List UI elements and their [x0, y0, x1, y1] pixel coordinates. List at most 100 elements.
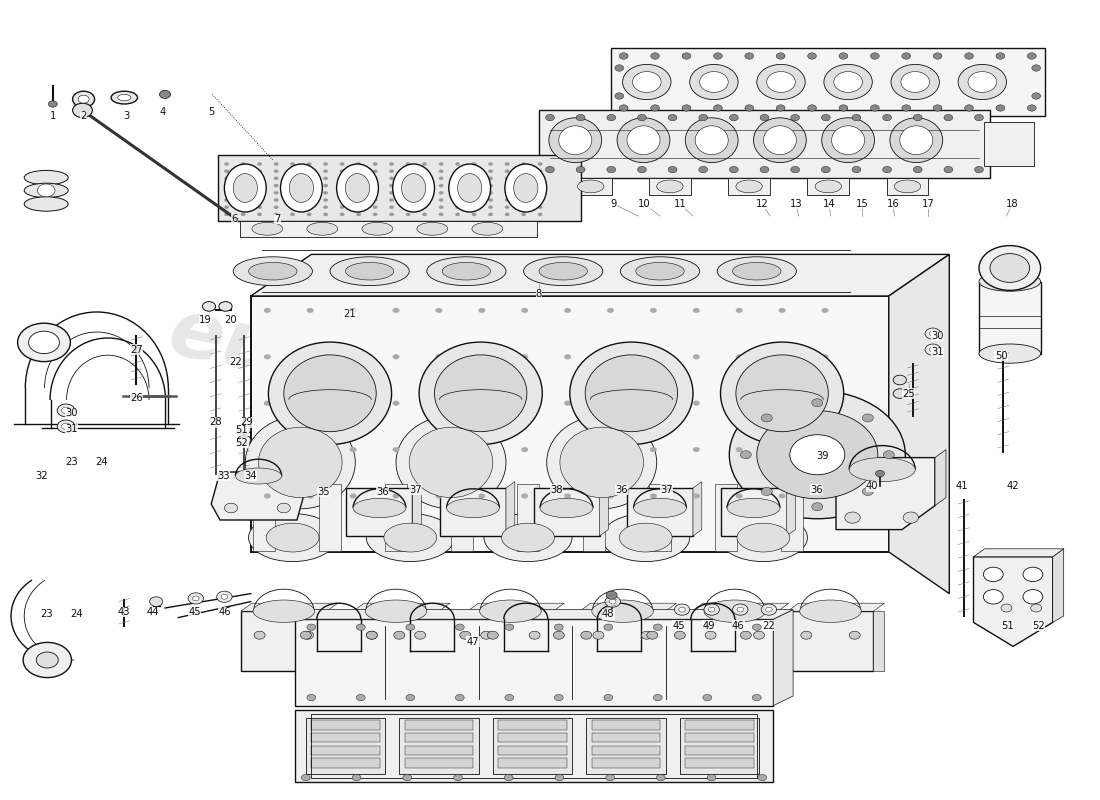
Ellipse shape — [815, 180, 842, 193]
Circle shape — [415, 631, 426, 639]
Text: 23: 23 — [65, 458, 78, 467]
Circle shape — [638, 114, 647, 121]
Circle shape — [521, 401, 528, 406]
Circle shape — [241, 170, 245, 173]
Bar — [807, 178, 849, 195]
Circle shape — [366, 631, 377, 639]
Circle shape — [893, 375, 906, 385]
Text: 6: 6 — [231, 214, 238, 224]
Circle shape — [653, 624, 662, 630]
Text: 28: 28 — [209, 418, 222, 427]
Bar — [534, 488, 600, 536]
Bar — [887, 178, 928, 195]
Ellipse shape — [266, 523, 319, 552]
Polygon shape — [935, 450, 946, 506]
Ellipse shape — [447, 498, 499, 518]
Text: 34: 34 — [244, 471, 257, 481]
Circle shape — [192, 596, 199, 601]
Circle shape — [455, 198, 460, 202]
Text: 52: 52 — [1032, 621, 1045, 630]
Circle shape — [607, 114, 616, 121]
Circle shape — [472, 191, 476, 194]
Polygon shape — [773, 610, 793, 706]
Circle shape — [740, 631, 751, 639]
Circle shape — [862, 414, 873, 422]
Circle shape — [682, 105, 691, 111]
Circle shape — [619, 53, 628, 59]
Circle shape — [455, 694, 464, 701]
Circle shape — [554, 694, 563, 701]
Circle shape — [455, 191, 460, 194]
Ellipse shape — [252, 222, 283, 235]
Circle shape — [350, 308, 356, 313]
Circle shape — [488, 184, 493, 187]
Ellipse shape — [362, 222, 393, 235]
Circle shape — [944, 114, 953, 121]
Bar — [439, 611, 450, 671]
Ellipse shape — [253, 600, 315, 622]
Text: 44: 44 — [146, 607, 160, 617]
Text: 18: 18 — [1005, 199, 1019, 209]
Ellipse shape — [417, 222, 448, 235]
Ellipse shape — [894, 180, 921, 193]
Circle shape — [241, 191, 245, 194]
Text: 9: 9 — [610, 199, 617, 209]
Text: 24: 24 — [95, 458, 108, 467]
Circle shape — [340, 177, 344, 180]
Circle shape — [736, 401, 743, 406]
Text: 40: 40 — [866, 482, 879, 491]
Circle shape — [350, 447, 356, 452]
Circle shape — [607, 308, 614, 313]
Circle shape — [791, 114, 800, 121]
Circle shape — [406, 694, 415, 701]
Polygon shape — [506, 482, 515, 536]
Circle shape — [505, 184, 509, 187]
Circle shape — [752, 694, 761, 701]
Circle shape — [693, 308, 700, 313]
Bar — [405, 758, 473, 768]
Circle shape — [740, 450, 751, 458]
Circle shape — [290, 162, 295, 166]
Bar — [685, 733, 754, 742]
Circle shape — [983, 590, 1003, 604]
Circle shape — [460, 631, 471, 639]
Circle shape — [761, 487, 772, 495]
Polygon shape — [974, 557, 1053, 646]
Polygon shape — [297, 464, 315, 488]
Ellipse shape — [890, 118, 943, 162]
Bar — [685, 758, 754, 768]
Circle shape — [944, 166, 953, 173]
Circle shape — [389, 206, 394, 209]
Circle shape — [965, 105, 974, 111]
Ellipse shape — [111, 91, 138, 104]
Circle shape — [521, 494, 528, 498]
Bar — [311, 714, 757, 778]
Text: 33: 33 — [217, 471, 230, 481]
Bar — [451, 484, 473, 551]
Circle shape — [729, 166, 738, 173]
Circle shape — [356, 191, 361, 194]
Circle shape — [254, 631, 265, 639]
Circle shape — [553, 631, 564, 639]
Circle shape — [453, 774, 462, 781]
Circle shape — [529, 631, 540, 639]
Text: 37: 37 — [660, 485, 673, 494]
Circle shape — [554, 624, 563, 630]
Ellipse shape — [337, 164, 378, 212]
Circle shape — [839, 53, 848, 59]
Circle shape — [845, 512, 860, 523]
Bar — [592, 720, 660, 730]
Circle shape — [822, 166, 830, 173]
Circle shape — [852, 166, 861, 173]
Circle shape — [870, 105, 879, 111]
Text: 23: 23 — [40, 610, 53, 619]
Circle shape — [488, 191, 493, 194]
Circle shape — [323, 177, 328, 180]
Ellipse shape — [627, 126, 660, 154]
Circle shape — [302, 631, 313, 639]
Circle shape — [651, 105, 660, 111]
Circle shape — [224, 162, 229, 166]
Circle shape — [933, 105, 942, 111]
Circle shape — [902, 105, 911, 111]
Ellipse shape — [736, 355, 828, 432]
